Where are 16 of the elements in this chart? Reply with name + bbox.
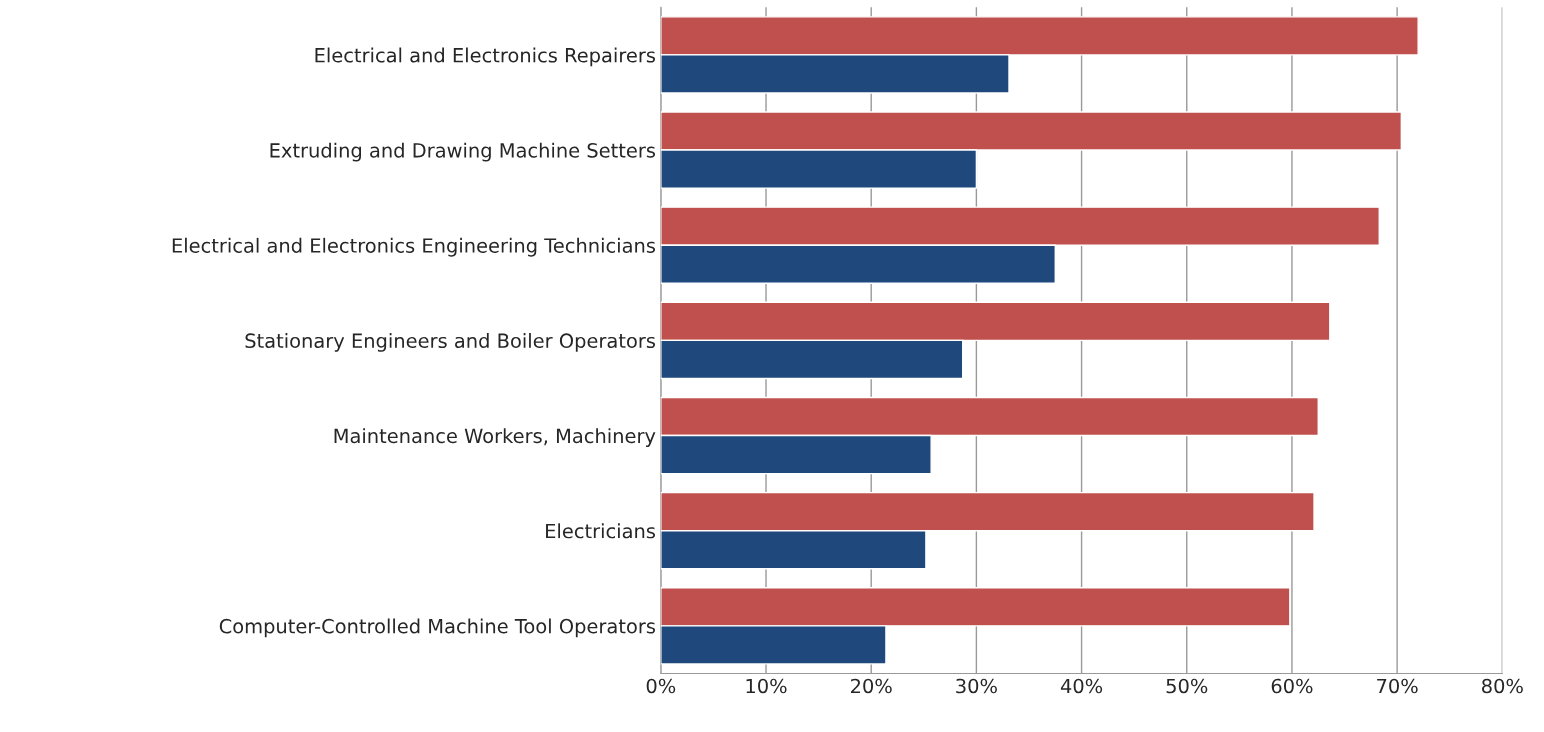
y-tick-label: Electricians xyxy=(546,523,656,539)
y-tick-label: Electrical and Electronics Engineering Technicians xyxy=(172,237,656,257)
y-tick-label: Computer-Controlled Machine Tool Operators xyxy=(219,618,656,638)
x-tick-label: 30% xyxy=(956,678,997,694)
y-tick-label: Extruding and Drawing Machine Setters xyxy=(270,142,656,162)
x-tick-label: 70% xyxy=(1377,678,1418,694)
x-tick-label: 80% xyxy=(1482,678,1523,694)
x-tick-label: 10% xyxy=(746,678,787,694)
y-tick-label: Electrical and Electronics Repairers xyxy=(315,47,656,67)
y-tick-label: Maintenance Workers, Machinery xyxy=(334,428,656,447)
x-tick-label: 0% xyxy=(646,678,676,694)
x-tick-label: 40% xyxy=(1060,678,1103,694)
y-tick-label: Stationary Engineers and Boiler Operators xyxy=(245,332,656,352)
x-tick-label: 60% xyxy=(1271,678,1313,694)
x-tick-label: 20% xyxy=(851,678,892,694)
x-tick-label: 50% xyxy=(1166,678,1208,694)
